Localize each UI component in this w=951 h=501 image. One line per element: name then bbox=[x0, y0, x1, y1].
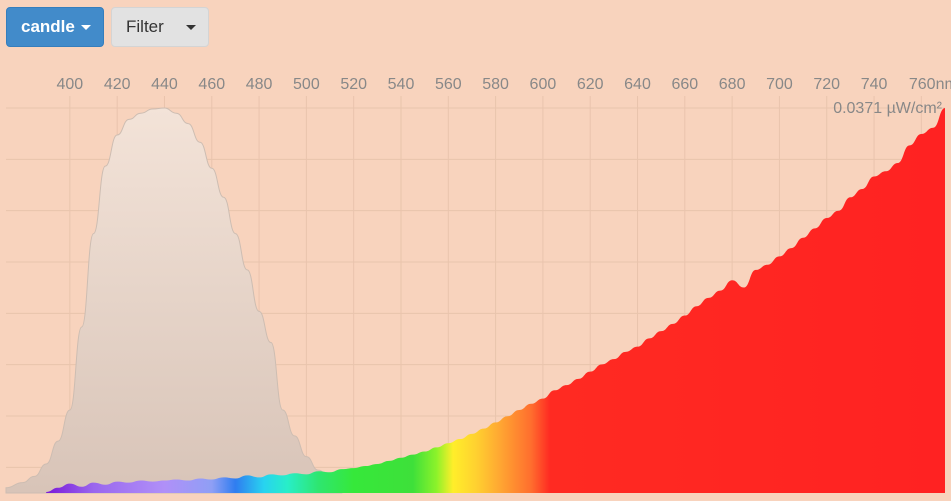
x-tick-label: 740 bbox=[861, 76, 888, 93]
x-tick-label: 400 bbox=[57, 76, 84, 93]
x-tick-label: 580 bbox=[482, 76, 509, 93]
x-tick-label: 760nm bbox=[909, 76, 951, 93]
x-tick-label: 480 bbox=[246, 76, 273, 93]
x-tick-label: 620 bbox=[577, 76, 604, 93]
source-dropdown-label: candle bbox=[21, 17, 75, 36]
filter-dropdown-button[interactable]: Filter bbox=[111, 7, 209, 47]
x-tick-label: 520 bbox=[340, 76, 367, 93]
x-tick-label: 420 bbox=[104, 76, 131, 93]
reference-spectrum-area bbox=[5, 107, 343, 494]
x-tick-label: 680 bbox=[719, 76, 746, 93]
x-tick-label: 540 bbox=[388, 76, 415, 93]
x-tick-label: 720 bbox=[813, 76, 840, 93]
y-max-label: 0.0371 µW/cm² bbox=[833, 100, 942, 117]
x-tick-label: 660 bbox=[671, 76, 698, 93]
x-tick-label: 500 bbox=[293, 76, 320, 93]
x-tick-label: 640 bbox=[624, 76, 651, 93]
x-tick-label: 460 bbox=[198, 76, 225, 93]
source-dropdown-button[interactable]: candle bbox=[6, 7, 104, 47]
filter-dropdown-label: Filter bbox=[126, 17, 164, 36]
caret-down-icon bbox=[80, 24, 91, 30]
caret-down-icon bbox=[185, 24, 196, 30]
x-tick-label: 700 bbox=[766, 76, 793, 93]
x-tick-label: 440 bbox=[151, 76, 178, 93]
measured-spectrum-area bbox=[46, 108, 946, 493]
chart-series bbox=[5, 107, 946, 494]
x-tick-label: 600 bbox=[530, 76, 557, 93]
x-axis-ticks: 400 420 440 460 480 500 520 540 560 580 600 620 640 6… bbox=[57, 76, 951, 93]
x-tick-label: 560 bbox=[435, 76, 462, 93]
